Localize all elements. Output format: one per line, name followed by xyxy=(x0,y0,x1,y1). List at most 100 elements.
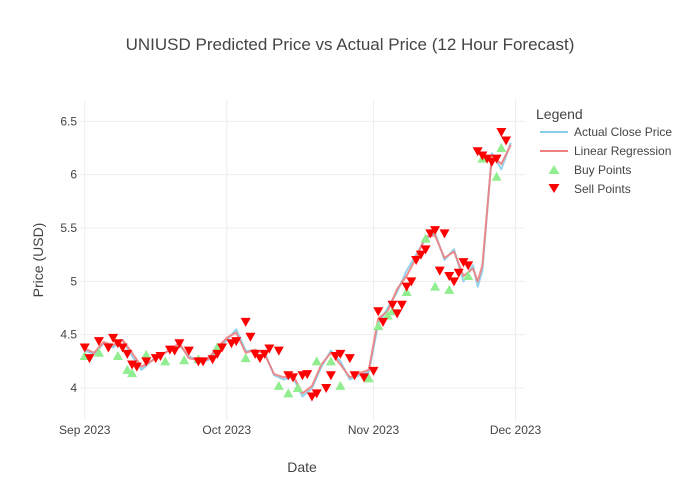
buy-point-marker xyxy=(240,353,251,363)
sell-point-marker xyxy=(335,349,346,359)
sell-point-marker xyxy=(425,229,436,239)
sell-point-marker xyxy=(302,370,313,380)
legend-item-linear-regression: Linear Regression xyxy=(540,144,671,158)
buy-point-marker xyxy=(463,271,474,280)
sell-point-marker xyxy=(217,343,228,353)
sell-point-marker xyxy=(264,344,275,354)
buy-point-marker xyxy=(160,356,171,366)
buy-point-marker xyxy=(325,356,336,366)
legend-item-actual-close-price: Actual Close Price xyxy=(540,125,672,139)
x-axis-title: Date xyxy=(287,459,317,475)
sell-point-marker xyxy=(288,373,299,383)
legend-label-actual-close-price: Actual Close Price xyxy=(574,125,672,139)
buy-point-marker xyxy=(127,368,138,378)
sell-point-marker xyxy=(396,300,407,310)
sell-point-marker xyxy=(103,343,114,353)
legend-swatch-triangle-up xyxy=(548,165,560,174)
buy-point-marker xyxy=(373,321,384,331)
buy-point-marker xyxy=(93,347,104,357)
legend-swatch-triangle-down xyxy=(548,184,560,193)
sell-point-marker xyxy=(183,346,194,356)
sell-point-marker xyxy=(453,268,464,278)
buy-point-marker xyxy=(179,355,190,365)
sell-point-marker xyxy=(420,245,431,255)
buy-point-marker xyxy=(363,373,374,383)
sell-point-marker xyxy=(486,157,497,167)
sell-point-marker xyxy=(207,355,218,365)
sell-point-marker xyxy=(401,282,412,292)
sell-point-marker xyxy=(387,300,398,310)
legend-title: Legend xyxy=(536,106,583,122)
y-tick-label: 6.5 xyxy=(60,114,77,128)
sell-point-marker xyxy=(430,226,441,236)
sell-point-marker xyxy=(344,354,355,364)
sell-point-marker xyxy=(131,362,142,372)
buy-point-marker xyxy=(292,383,303,392)
buy-point-marker xyxy=(496,143,507,152)
sell-point-marker xyxy=(482,154,493,164)
sell-point-marker xyxy=(212,349,223,359)
sell-point-marker xyxy=(141,357,152,367)
x-tick-label: Oct 2023 xyxy=(202,423,251,437)
sell-point-marker xyxy=(406,277,417,287)
y-tick-label: 6 xyxy=(70,168,77,182)
sell-point-marker xyxy=(122,349,133,359)
grid-lines xyxy=(80,100,525,420)
y-axis-title: Price (USD) xyxy=(30,223,46,298)
y-tick-label: 5.5 xyxy=(60,221,77,235)
legend-label-buy-points: Buy Points xyxy=(574,163,631,177)
sell-point-marker xyxy=(359,373,370,383)
sell-point-marker xyxy=(496,128,507,137)
y-tick-label: 4.5 xyxy=(60,328,77,342)
sell-point-marker xyxy=(245,332,256,342)
x-tick-label: Dec 2023 xyxy=(490,423,542,437)
sell-point-marker xyxy=(463,261,474,271)
buy-point-marker xyxy=(283,388,294,398)
sell-point-marker xyxy=(325,371,336,381)
x-tick-labels: Sep 2023 Oct 2023 Nov 2023 Dec 2023 xyxy=(59,423,542,437)
sell-point-marker xyxy=(458,258,469,268)
sell-point-marker xyxy=(448,277,459,287)
sell-point-marker xyxy=(377,317,388,327)
sell-point-marker xyxy=(349,371,360,381)
sell-point-marker xyxy=(415,250,426,260)
plot-area xyxy=(80,100,525,420)
sell-point-marker xyxy=(439,229,450,239)
sell-point-marker xyxy=(411,256,422,265)
sell-point-marker xyxy=(501,136,512,146)
series-markers xyxy=(79,128,512,402)
y-tick-labels: 4 4.5 5 5.5 6 6.5 xyxy=(60,114,77,395)
buy-point-marker xyxy=(335,380,346,390)
sell-point-marker xyxy=(169,346,180,356)
y-tick-label: 4 xyxy=(70,381,77,395)
sell-point-marker xyxy=(273,346,284,356)
buy-point-marker xyxy=(212,342,223,352)
buy-point-marker xyxy=(122,364,133,374)
sell-point-marker xyxy=(108,333,119,343)
buy-point-marker xyxy=(430,281,441,291)
sell-point-marker xyxy=(434,266,445,276)
sell-point-marker xyxy=(117,343,128,353)
buy-point-marker xyxy=(273,380,284,390)
sell-point-marker xyxy=(93,337,104,347)
buy-point-marker xyxy=(112,351,123,360)
buy-point-marker xyxy=(444,284,455,294)
buy-point-marker xyxy=(311,356,322,366)
legend-label-linear-regression: Linear Regression xyxy=(574,144,671,158)
sell-point-marker xyxy=(311,389,322,399)
legend-item-sell-points: Sell Points xyxy=(548,182,631,196)
sell-point-marker xyxy=(231,337,242,347)
legend: Legend Actual Close Price Linear Regress… xyxy=(536,106,672,196)
chart-title: UNIUSD Predicted Price vs Actual Price (… xyxy=(126,35,575,54)
sell-point-marker xyxy=(444,272,455,281)
buy-point-marker xyxy=(141,349,152,359)
sell-point-marker xyxy=(392,309,403,319)
buy-point-marker xyxy=(420,233,431,243)
x-tick-label: Sep 2023 xyxy=(59,423,111,437)
sell-point-marker xyxy=(84,354,95,364)
sell-point-marker xyxy=(240,317,251,327)
legend-item-buy-points: Buy Points xyxy=(548,163,631,177)
y-tick-label: 5 xyxy=(70,274,77,288)
sell-point-marker xyxy=(79,343,90,353)
